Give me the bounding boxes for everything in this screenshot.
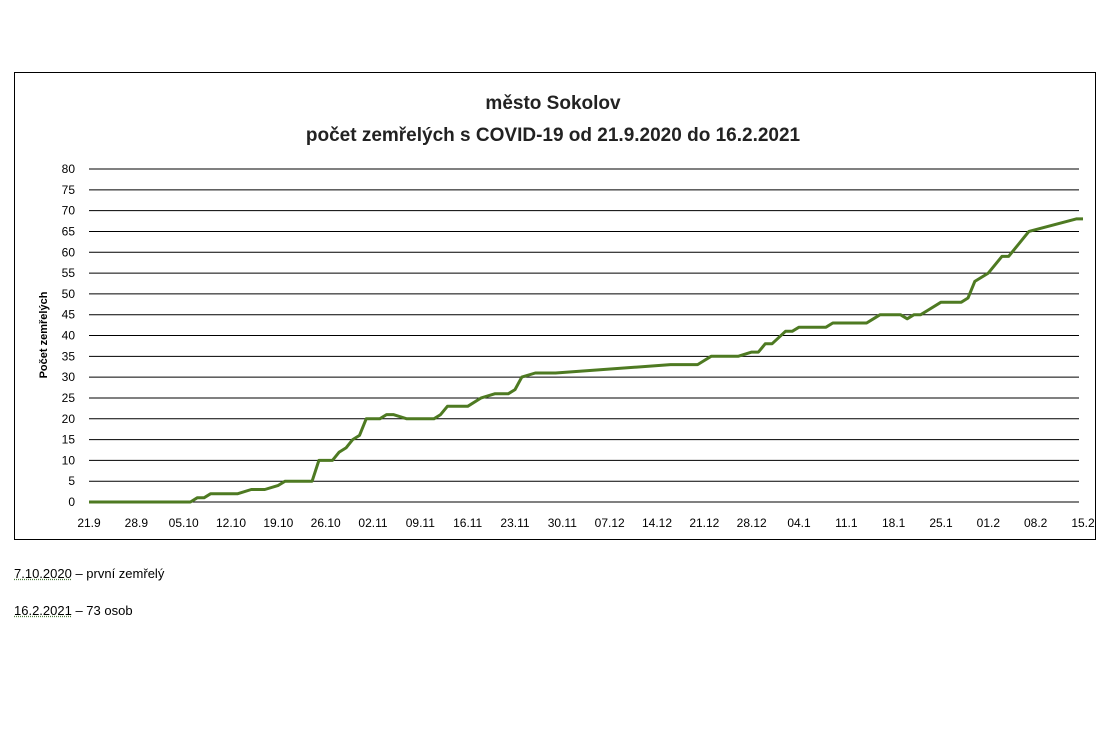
x-tick-label: 07.12	[595, 516, 625, 530]
x-tick-label: 21.12	[689, 516, 719, 530]
note-date: 16.2.2021	[14, 603, 72, 618]
y-tick-label: 15	[62, 433, 76, 447]
x-tick-label: 02.11	[358, 516, 387, 530]
y-tick-label: 50	[62, 287, 76, 301]
y-tick-label: 80	[62, 162, 76, 176]
y-tick-label: 35	[62, 349, 76, 363]
note-first-death: 7.10.2020 – první zemřelý	[14, 566, 164, 581]
chart-title-line-2: počet zemřelých s COVID-19 od 21.9.2020 …	[306, 125, 801, 146]
x-tick-label: 11.1	[835, 516, 858, 530]
x-tick-label: 26.10	[311, 516, 341, 530]
note-total: 16.2.2021 – 73 osob	[14, 603, 133, 618]
y-tick-label: 20	[62, 412, 76, 426]
y-tick-label: 75	[62, 183, 76, 197]
x-tick-label: 12.10	[216, 516, 246, 530]
x-tick-label: 30.11	[548, 516, 577, 530]
y-tick-label: 0	[68, 495, 75, 509]
series-layer	[89, 217, 1083, 504]
y-tick-label: 30	[62, 370, 76, 384]
x-tick-label: 05.10	[169, 516, 199, 530]
grid-lines	[89, 168, 1079, 503]
x-tick-label: 25.1	[929, 516, 953, 530]
y-tick-label: 70	[62, 204, 76, 218]
x-tick-label: 04.1	[787, 516, 811, 530]
x-tick-label: 18.1	[882, 516, 906, 530]
note-text: – první zemřelý	[71, 566, 165, 581]
note-text: – 73 osob	[71, 603, 133, 618]
y-tick-label: 5	[68, 474, 75, 488]
x-tick-label: 09.11	[406, 516, 435, 530]
y-tick-label: 45	[62, 308, 76, 322]
x-axis-ticks: 21.9 28.9 05.10 12.10 19.10 26.10 02.11 09.11 16…	[77, 516, 1095, 530]
y-tick-label: 65	[62, 224, 76, 238]
note-date: 7.10.2020	[14, 566, 72, 581]
y-tick-label: 25	[62, 391, 76, 405]
x-tick-label: 23.11	[500, 516, 529, 530]
y-axis-label: Počet zemřelých	[38, 291, 50, 378]
y-tick-label: 40	[62, 329, 76, 343]
x-tick-label: 14.12	[642, 516, 672, 530]
y-tick-label: 10	[62, 453, 76, 467]
y-axis-ticks: 0 5 10 15 20 25 30 35 40 45 50 55 60 65 70 75 80	[62, 162, 76, 509]
x-tick-label: 28.12	[737, 516, 767, 530]
x-tick-label: 21.9	[77, 516, 101, 530]
chart-frame: město Sokolov počet zemřelých s COVID-19…	[14, 72, 1096, 540]
x-tick-label: 19.10	[263, 516, 293, 530]
x-tick-label: 01.2	[977, 516, 1001, 530]
chart-title-line-1: město Sokolov	[485, 93, 621, 114]
line-chart: město Sokolov počet zemřelých s COVID-19…	[38, 93, 1095, 530]
y-tick-label: 55	[62, 266, 76, 280]
x-tick-label: 16.11	[453, 516, 482, 530]
x-tick-label: 15.2	[1071, 516, 1095, 530]
x-tick-label: 28.9	[125, 516, 149, 530]
x-tick-label: 08.2	[1024, 516, 1048, 530]
series-line	[89, 217, 1083, 504]
y-tick-label: 60	[62, 245, 76, 259]
